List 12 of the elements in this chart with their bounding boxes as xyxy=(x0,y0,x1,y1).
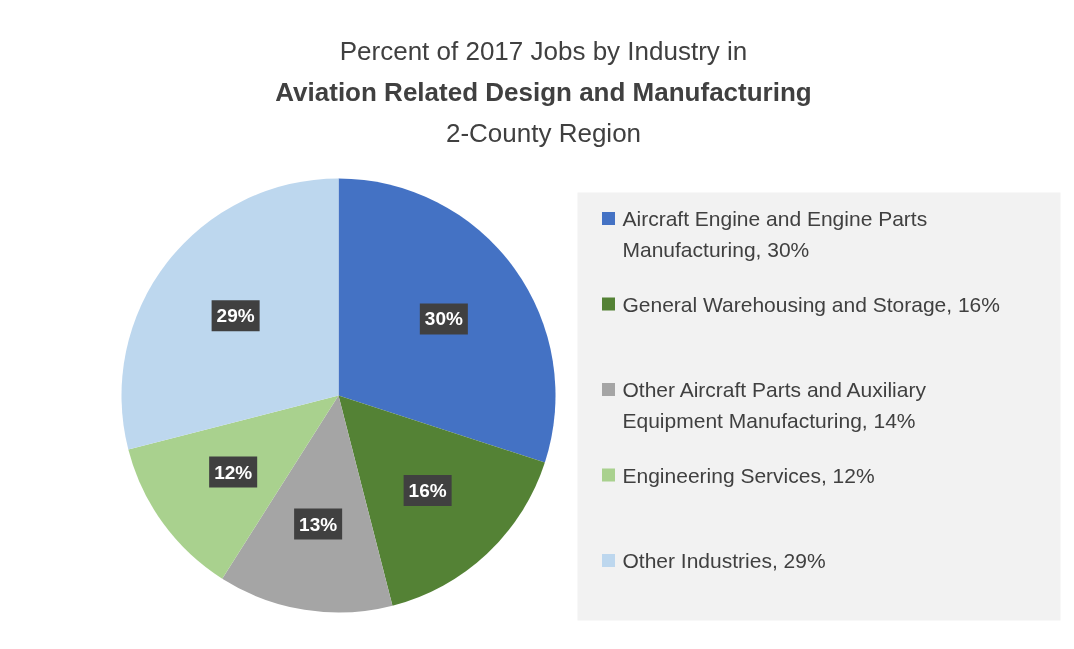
data-label: 13% xyxy=(299,513,338,535)
data-label: 29% xyxy=(216,305,255,327)
legend-label: Aircraft Engine and Engine Parts Manufacturing, 30% xyxy=(622,207,928,261)
legend-label: General Warehousing and Storage, 16% xyxy=(622,292,1000,316)
chart-title: Percent of 2017 Jobs by Industry in Aviation Related Design and Manufacturing xyxy=(275,35,812,107)
data-label: 12% xyxy=(214,461,253,483)
data-label: 30% xyxy=(424,308,463,330)
legend-label: Engineering Services, 12% xyxy=(622,463,875,487)
legend-label: Other Industries, 29% xyxy=(622,549,826,572)
data-label: 16% xyxy=(408,479,447,501)
chart-subtitle: 2-County Region xyxy=(445,117,642,148)
legend-label: Other Aircraft Parts and Auxiliary Equipment Manufacturing, 14% xyxy=(622,378,927,432)
